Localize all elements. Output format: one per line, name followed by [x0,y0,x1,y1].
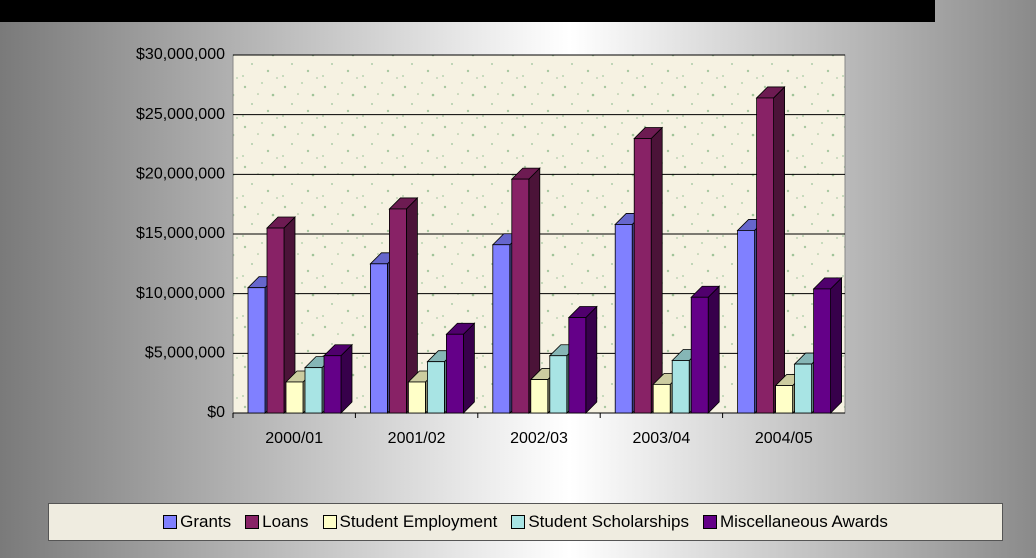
bar-front [690,296,709,414]
legend-label: Student Employment [339,512,498,531]
bar [388,196,419,414]
bar [690,285,721,414]
y-tick-label: $10,000,000 [136,285,225,302]
bar-side [650,126,663,414]
legend-swatch [245,515,260,529]
legend-label: Loans [262,512,309,531]
bar-side [773,85,785,414]
bar-front [549,355,568,414]
bar-side [340,343,353,414]
bar-front [369,263,388,414]
bar-side [585,305,598,414]
bar-front [614,224,633,414]
x-tick-label: 2001/02 [388,430,446,447]
y-tick-label: $25,000,000 [136,106,225,123]
bar-side [830,276,842,414]
x-tick-label: 2002/03 [510,430,568,447]
bar-front [426,361,445,414]
legend-swatch [511,515,526,529]
bar-front [445,333,464,414]
legend-item: Grants [163,512,231,532]
bar-front [794,363,812,414]
legend-item: Miscellaneous Awards [702,512,888,532]
legend-item: Student Scholarships [511,512,689,532]
bar [567,305,598,414]
legend-swatch [702,515,717,529]
y-tick-label: $15,000,000 [136,225,225,242]
bar-side [707,285,720,414]
legend-item: Loans [245,512,309,532]
legend-swatch [163,515,178,529]
y-tick-label: $30,000,000 [136,46,225,63]
bar-front [737,230,755,414]
x-tick-label: 2004/05 [755,430,813,447]
bar-front [568,317,587,414]
bar-front [492,244,511,414]
bar [755,85,786,414]
bar [323,343,353,414]
bar [266,216,296,414]
bar-front [671,360,690,414]
bar-front [323,355,342,414]
bar-front [285,381,304,414]
bar-side [462,322,475,414]
bar-front [388,208,407,414]
bar-front [633,138,652,414]
bar-front [407,381,426,414]
bar [510,167,541,414]
bar-front [756,97,774,414]
bar-front [652,383,671,414]
legend-label: Miscellaneous Awards [719,512,888,531]
legend-swatch [322,515,337,529]
bar [445,322,476,414]
bar-front [511,178,530,414]
bar-front [530,379,549,414]
bar-front [813,288,831,414]
bar-front [304,367,323,414]
legend-item: Student Employment [322,512,498,532]
bar [812,276,843,414]
x-tick-label: 2003/04 [632,430,690,447]
bar-front [266,227,285,414]
legend-label: Student Scholarships [528,512,689,531]
legend-label: Grants [180,512,232,531]
y-tick-label: $5,000,000 [145,345,225,362]
y-tick-label: $20,000,000 [136,166,225,183]
y-tick-label: $0 [207,404,225,421]
legend: Grants Loans Student Employment Student Sch… [48,503,1003,541]
bar-front [247,287,266,414]
bar-front [775,385,793,414]
x-tick-label: 2000/01 [265,430,323,447]
bar [633,126,664,414]
top-band [0,0,935,22]
